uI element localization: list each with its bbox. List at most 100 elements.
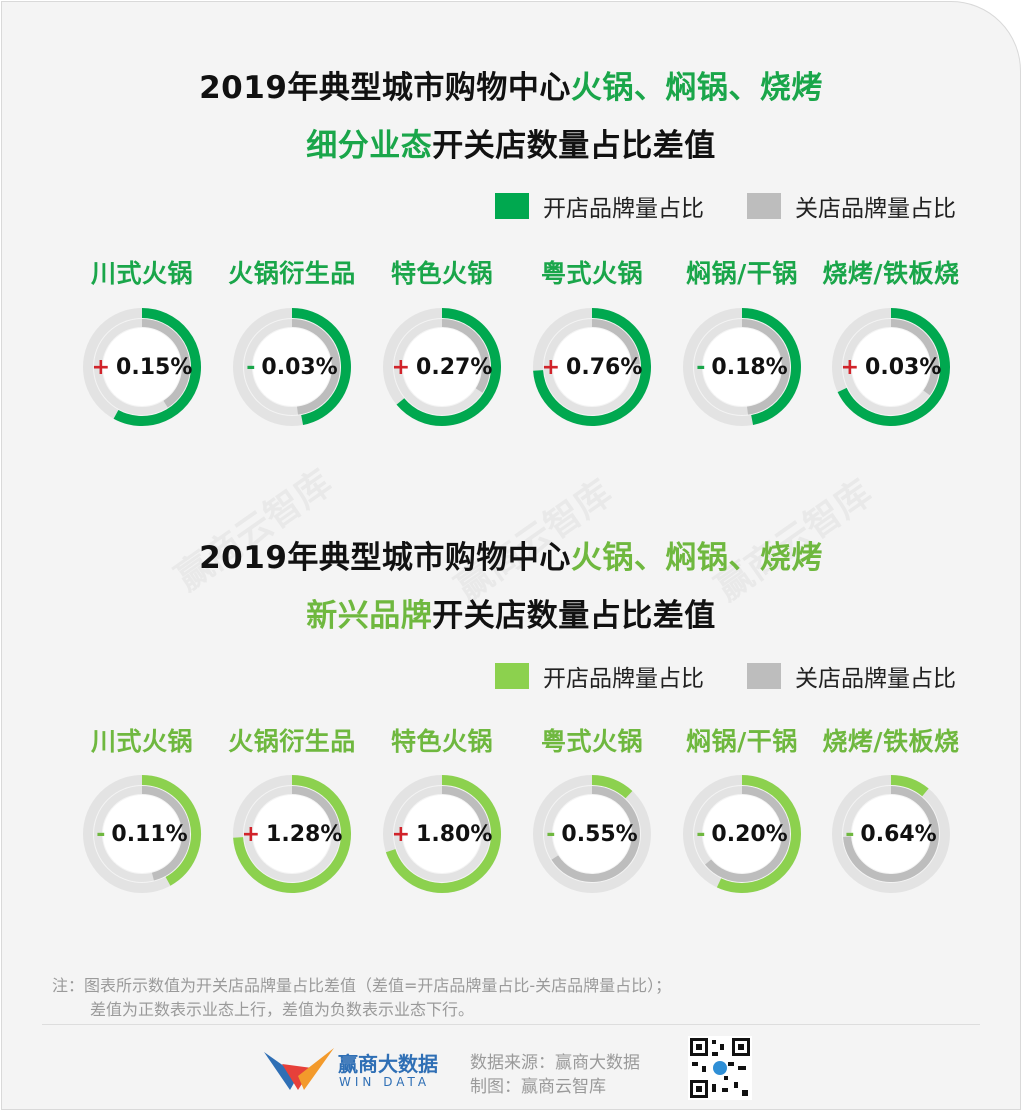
category-label: 焖锅/干锅 [686, 259, 798, 288]
legend-swatch-open [495, 193, 529, 219]
minus-icon: - [546, 821, 556, 847]
watermark: 赢商云智库 [163, 455, 340, 601]
plus-icon: + [241, 821, 261, 847]
donut-chart: -0.03% [232, 307, 352, 427]
donut-svg [233, 775, 351, 893]
donut-svg [683, 775, 801, 893]
plus-icon: + [91, 354, 111, 380]
open-share-arc [396, 308, 501, 426]
category-label: 川式火锅 [90, 727, 193, 756]
open-share-arc [385, 775, 501, 893]
brand-name-en: WIN DATA [339, 1075, 431, 1089]
diff-value: +1.80% [382, 774, 502, 894]
category-label: 焖锅/干锅 [686, 727, 798, 756]
title-text: 开关店数量占比差值 [432, 128, 716, 164]
footer-divider [42, 1024, 980, 1025]
donut-center [852, 795, 930, 873]
donut-svg [832, 775, 950, 893]
minus-icon: - [696, 821, 706, 847]
minus-icon: - [246, 354, 256, 380]
section1-title-line2: 细分业态开关店数量占比差值 [2, 120, 1020, 165]
legend-label: 开店品牌量占比 [543, 666, 704, 692]
diff-number: 0.20% [711, 821, 788, 847]
legend-swatch-close [747, 663, 781, 689]
donut-center [253, 795, 331, 873]
title-text: 2019年典型城市购物中心 [199, 70, 571, 106]
donut-svg [383, 308, 501, 426]
category-label: 火锅衍生品 [228, 727, 356, 756]
donut-chart: +0.15% [82, 307, 202, 427]
category-label: 火锅衍生品 [228, 259, 356, 288]
diff-value: -0.11% [82, 774, 202, 894]
title-text: 开关店数量占比差值 [432, 598, 716, 634]
plus-icon: + [541, 354, 561, 380]
legend-swatch-close [747, 193, 781, 219]
minus-icon: - [696, 354, 706, 380]
close-share-arc [291, 319, 340, 415]
donut-center [253, 328, 331, 406]
category-label: 烧烤/铁板烧 [822, 259, 960, 288]
legend-label: 开店品牌量占比 [543, 196, 704, 222]
open-share-arc [890, 775, 929, 797]
diff-number: 0.03% [261, 354, 338, 380]
close-share-arc [291, 786, 340, 835]
donut-svg [233, 308, 351, 426]
legend-swatch-open [495, 663, 529, 689]
diff-number: 0.64% [860, 821, 937, 847]
close-share-arc [441, 786, 490, 838]
donut-chart: -0.20% [682, 774, 802, 894]
note-line1: 注：图表所示数值为开关店品牌量占比差值（差值=开店品牌量占比-关店品牌量占比）； [52, 976, 672, 995]
minus-icon: - [845, 821, 855, 847]
open-share-arc [113, 308, 201, 426]
section2-title-line2: 新兴品牌开关店数量占比差值 [2, 590, 1020, 635]
plus-icon: + [840, 354, 860, 380]
diff-number: 0.55% [561, 821, 638, 847]
minus-icon: - [96, 821, 106, 847]
brand-logo-icon [264, 1048, 334, 1090]
category-label: 特色火锅 [390, 259, 493, 288]
donut-svg [832, 308, 950, 426]
donut-center [703, 795, 781, 873]
legend-open: 开店品牌量占比 [495, 189, 704, 223]
diff-value: -0.18% [682, 307, 802, 427]
diff-value: +0.03% [831, 307, 951, 427]
diff-value: +1.28% [232, 774, 352, 894]
donut-chart: +0.27% [382, 307, 502, 427]
title-text: 2019年典型城市购物中心 [199, 540, 571, 576]
open-share-arc [233, 775, 351, 893]
donut-center [703, 328, 781, 406]
donut-svg [383, 775, 501, 893]
donut-center [852, 328, 930, 406]
title-highlight: 新兴品牌 [306, 598, 433, 634]
diff-value: +0.15% [82, 307, 202, 427]
chart-maker: 制图：赢商云智库 [470, 1077, 606, 1097]
close-share-arc [843, 786, 939, 882]
close-share-arc [741, 319, 790, 415]
diff-value: +0.76% [532, 307, 652, 427]
close-share-arc [591, 319, 640, 365]
legend-label: 关店品牌量占比 [795, 196, 956, 222]
open-share-arc [141, 775, 201, 886]
diff-number: 0.03% [865, 354, 942, 380]
donut-center [553, 795, 631, 873]
diff-number: 1.28% [266, 821, 343, 847]
diff-number: 0.76% [566, 354, 643, 380]
section2-title-line1: 2019年典型城市购物中心火锅、焖锅、烧烤 [2, 532, 1020, 577]
legend-open: 开店品牌量占比 [495, 659, 704, 693]
category-label: 烧烤/铁板烧 [822, 727, 960, 756]
donut-svg [683, 308, 801, 426]
diff-value: +0.27% [382, 307, 502, 427]
donut-chart: +1.80% [382, 774, 502, 894]
legend-close: 关店品牌量占比 [747, 659, 956, 693]
donut-center [403, 328, 481, 406]
donut-chart: -0.55% [532, 774, 652, 894]
diff-number: 0.11% [111, 821, 188, 847]
open-share-arc [591, 775, 633, 799]
diff-value: -0.55% [532, 774, 652, 894]
open-share-arc [837, 308, 950, 426]
donut-chart: -0.64% [831, 774, 951, 894]
diff-value: -0.03% [232, 307, 352, 427]
donut-svg [83, 775, 201, 893]
donut-center [553, 328, 631, 406]
